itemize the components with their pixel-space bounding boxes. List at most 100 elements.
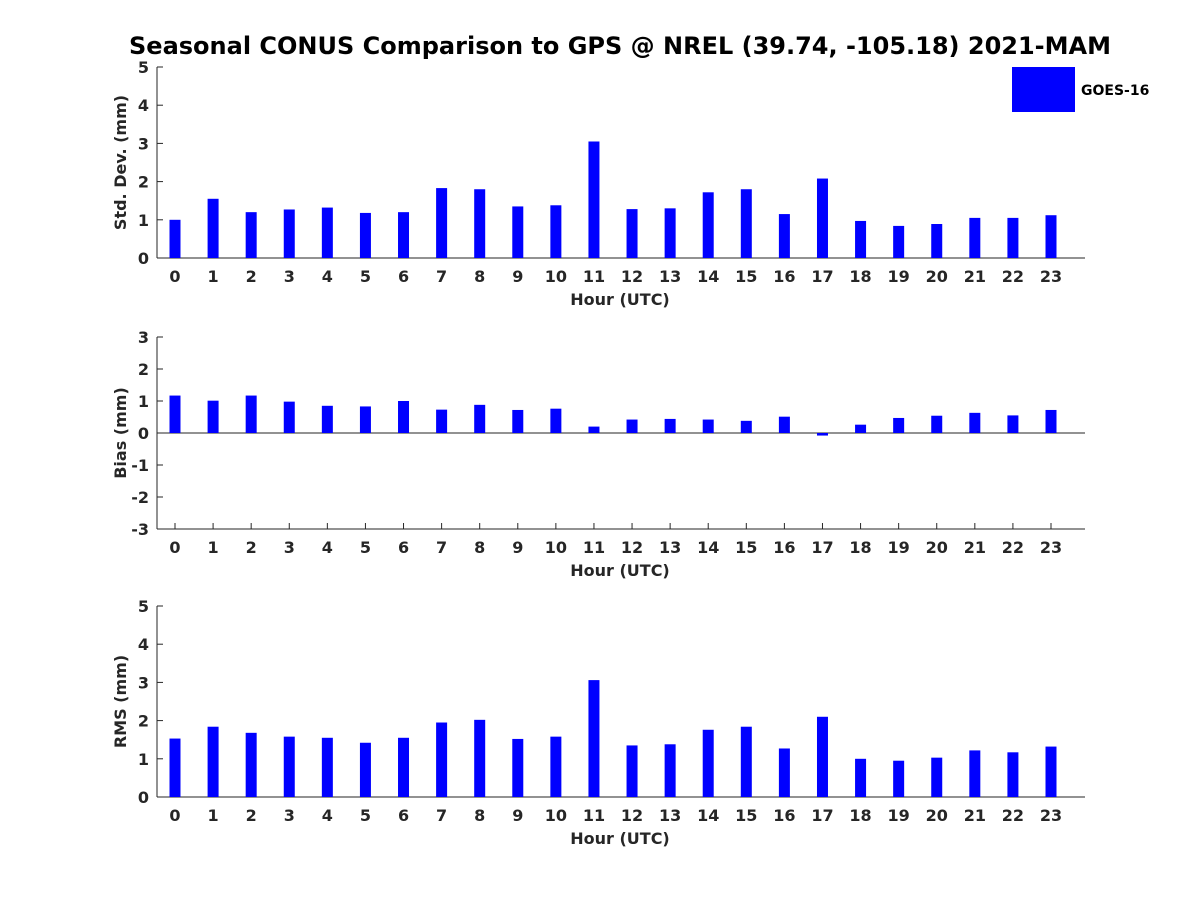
x-tick-label: 10 (545, 267, 567, 286)
x-axis-label: Hour (UTC) (570, 561, 670, 580)
bar-bias-13 (664, 418, 676, 433)
x-tick-label: 1 (208, 806, 219, 825)
x-tick-label: 2 (246, 806, 257, 825)
bar-std-17 (816, 178, 828, 258)
y-axis-label: Std. Dev. (mm) (111, 95, 130, 230)
x-tick-label: 21 (964, 267, 986, 286)
bar-rms-2 (245, 732, 257, 797)
x-tick-label: 22 (1002, 538, 1024, 557)
y-tick-label: -2 (131, 488, 149, 507)
x-tick-label: 13 (659, 806, 681, 825)
x-tick-label: 3 (284, 538, 295, 557)
x-tick-label: 8 (474, 267, 485, 286)
bar-bias-15 (740, 420, 752, 433)
bar-std-8 (474, 189, 486, 258)
bar-std-0 (169, 219, 181, 258)
y-tick-label: 1 (138, 750, 149, 769)
bar-std-4 (321, 207, 333, 258)
y-tick-label: 0 (138, 424, 149, 443)
bar-rms-23 (1045, 746, 1057, 797)
bar-rms-0 (169, 738, 181, 797)
bar-rms-4 (321, 737, 333, 797)
x-tick-label: 23 (1040, 267, 1062, 286)
bar-rms-12 (626, 745, 638, 797)
x-tick-label: 2 (246, 267, 257, 286)
x-tick-label: 3 (284, 267, 295, 286)
bar-std-16 (778, 214, 790, 258)
x-tick-label: 18 (849, 538, 871, 557)
x-tick-label: 21 (964, 538, 986, 557)
x-tick-label: 19 (888, 806, 910, 825)
x-tick-label: 23 (1040, 538, 1062, 557)
bar-rms-9 (512, 738, 524, 797)
bar-rms-15 (740, 726, 752, 797)
y-tick-label: 3 (138, 134, 149, 153)
bar-bias-16 (778, 416, 790, 433)
y-tick-label: 5 (138, 597, 149, 616)
x-tick-label: 4 (322, 806, 333, 825)
x-tick-label: 21 (964, 806, 986, 825)
x-tick-label: 6 (398, 806, 409, 825)
bar-rms-22 (1007, 752, 1019, 797)
x-tick-label: 15 (735, 267, 757, 286)
bar-bias-12 (626, 419, 638, 433)
bar-bias-1 (207, 400, 219, 433)
x-tick-label: 9 (512, 538, 523, 557)
bar-rms-16 (778, 748, 790, 797)
bar-std-2 (245, 212, 257, 258)
x-tick-label: 11 (583, 538, 605, 557)
bar-std-1 (207, 198, 219, 258)
bar-std-22 (1007, 217, 1019, 258)
x-tick-label: 9 (512, 267, 523, 286)
bar-rms-20 (931, 757, 943, 797)
x-axis-label: Hour (UTC) (570, 290, 670, 309)
y-tick-label: 1 (138, 211, 149, 230)
bar-rms-19 (893, 760, 905, 797)
bar-rms-7 (436, 722, 448, 797)
x-tick-label: 20 (926, 806, 948, 825)
bar-bias-7 (436, 409, 448, 433)
x-tick-label: 14 (697, 267, 719, 286)
bar-rms-13 (664, 744, 676, 797)
bar-bias-14 (702, 419, 714, 433)
x-tick-label: 0 (169, 806, 180, 825)
y-tick-label: 0 (138, 249, 149, 268)
x-tick-label: 9 (512, 806, 523, 825)
bar-std-10 (550, 205, 562, 258)
x-tick-label: 7 (436, 267, 447, 286)
x-tick-label: 18 (849, 267, 871, 286)
y-tick-label: 2 (138, 360, 149, 379)
bar-std-13 (664, 208, 676, 258)
x-tick-label: 5 (360, 806, 371, 825)
bar-bias-2 (245, 395, 257, 433)
x-tick-label: 8 (474, 806, 485, 825)
y-tick-label: 5 (138, 58, 149, 77)
x-axis-label: Hour (UTC) (570, 829, 670, 848)
bar-rms-5 (359, 742, 371, 797)
x-tick-label: 15 (735, 806, 757, 825)
bar-std-20 (931, 224, 943, 258)
x-tick-label: 18 (849, 806, 871, 825)
bar-std-12 (626, 209, 638, 258)
x-tick-label: 8 (474, 538, 485, 557)
x-tick-label: 17 (811, 267, 833, 286)
x-tick-label: 2 (246, 538, 257, 557)
y-tick-label: 3 (138, 673, 149, 692)
bar-std-3 (283, 209, 295, 258)
x-tick-label: 3 (284, 806, 295, 825)
bar-rms-6 (398, 737, 410, 797)
x-tick-label: 14 (697, 806, 719, 825)
x-tick-label: 13 (659, 538, 681, 557)
y-tick-label: 4 (138, 635, 149, 654)
y-tick-label: 0 (138, 788, 149, 807)
bar-std-6 (398, 212, 410, 258)
bar-std-14 (702, 192, 714, 258)
bar-rms-8 (474, 719, 486, 797)
legend: GOES-16 (1012, 67, 1149, 112)
bar-std-5 (359, 212, 371, 258)
x-tick-label: 4 (322, 267, 333, 286)
bar-bias-11 (588, 426, 600, 433)
